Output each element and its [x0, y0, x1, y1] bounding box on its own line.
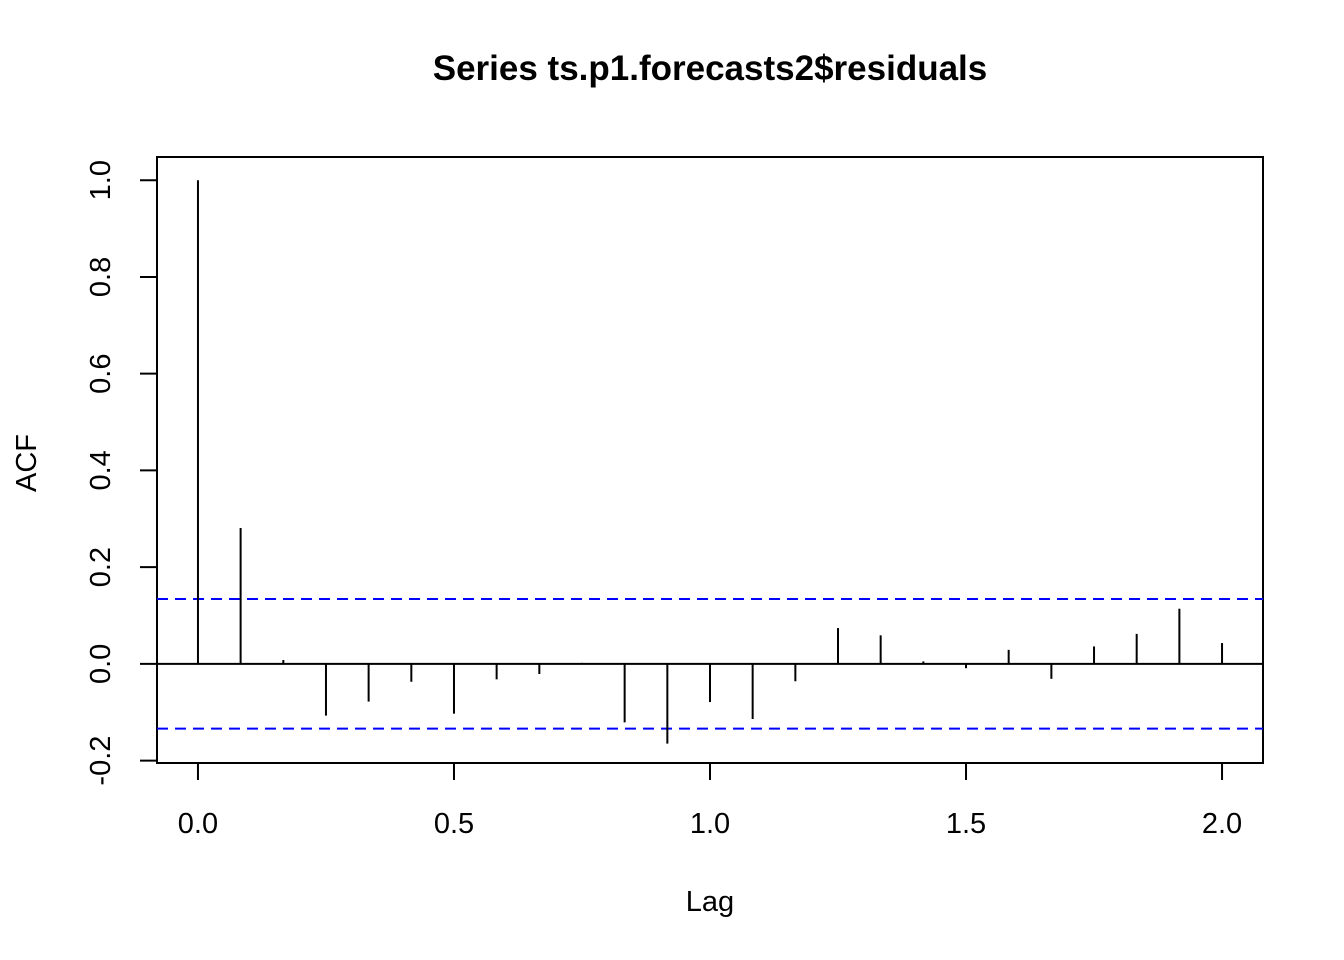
- y-tick-label: 0.0: [85, 644, 117, 684]
- x-axis: 0.0 0.5 1.0 1.5 2.0: [178, 762, 1242, 840]
- y-tick-label: -0.2: [85, 736, 117, 786]
- x-tick-label: 0.5: [434, 808, 474, 840]
- x-tick-label: 2.0: [1202, 808, 1242, 840]
- confidence-bounds: [157, 598, 1263, 730]
- x-tick-label: 1.0: [690, 808, 730, 840]
- y-axis: -0.2 0.0 0.2 0.4 0.6 0.8 1.0: [85, 160, 158, 786]
- x-axis-title: Lag: [686, 886, 734, 918]
- y-tick-label: 0.4: [85, 450, 117, 490]
- acf-bars: [196, 180, 1224, 744]
- x-tick-label: 1.5: [946, 808, 986, 840]
- x-tick-label: 0.0: [178, 808, 218, 840]
- y-tick-label: 1.0: [85, 160, 117, 200]
- y-axis-title: ACF: [11, 434, 43, 492]
- y-tick-label: 0.6: [85, 354, 117, 394]
- y-tick-label: 0.8: [85, 257, 117, 297]
- chart-title: Series ts.p1.forecasts2$residuals: [433, 49, 987, 88]
- y-tick-label: 0.2: [85, 547, 117, 587]
